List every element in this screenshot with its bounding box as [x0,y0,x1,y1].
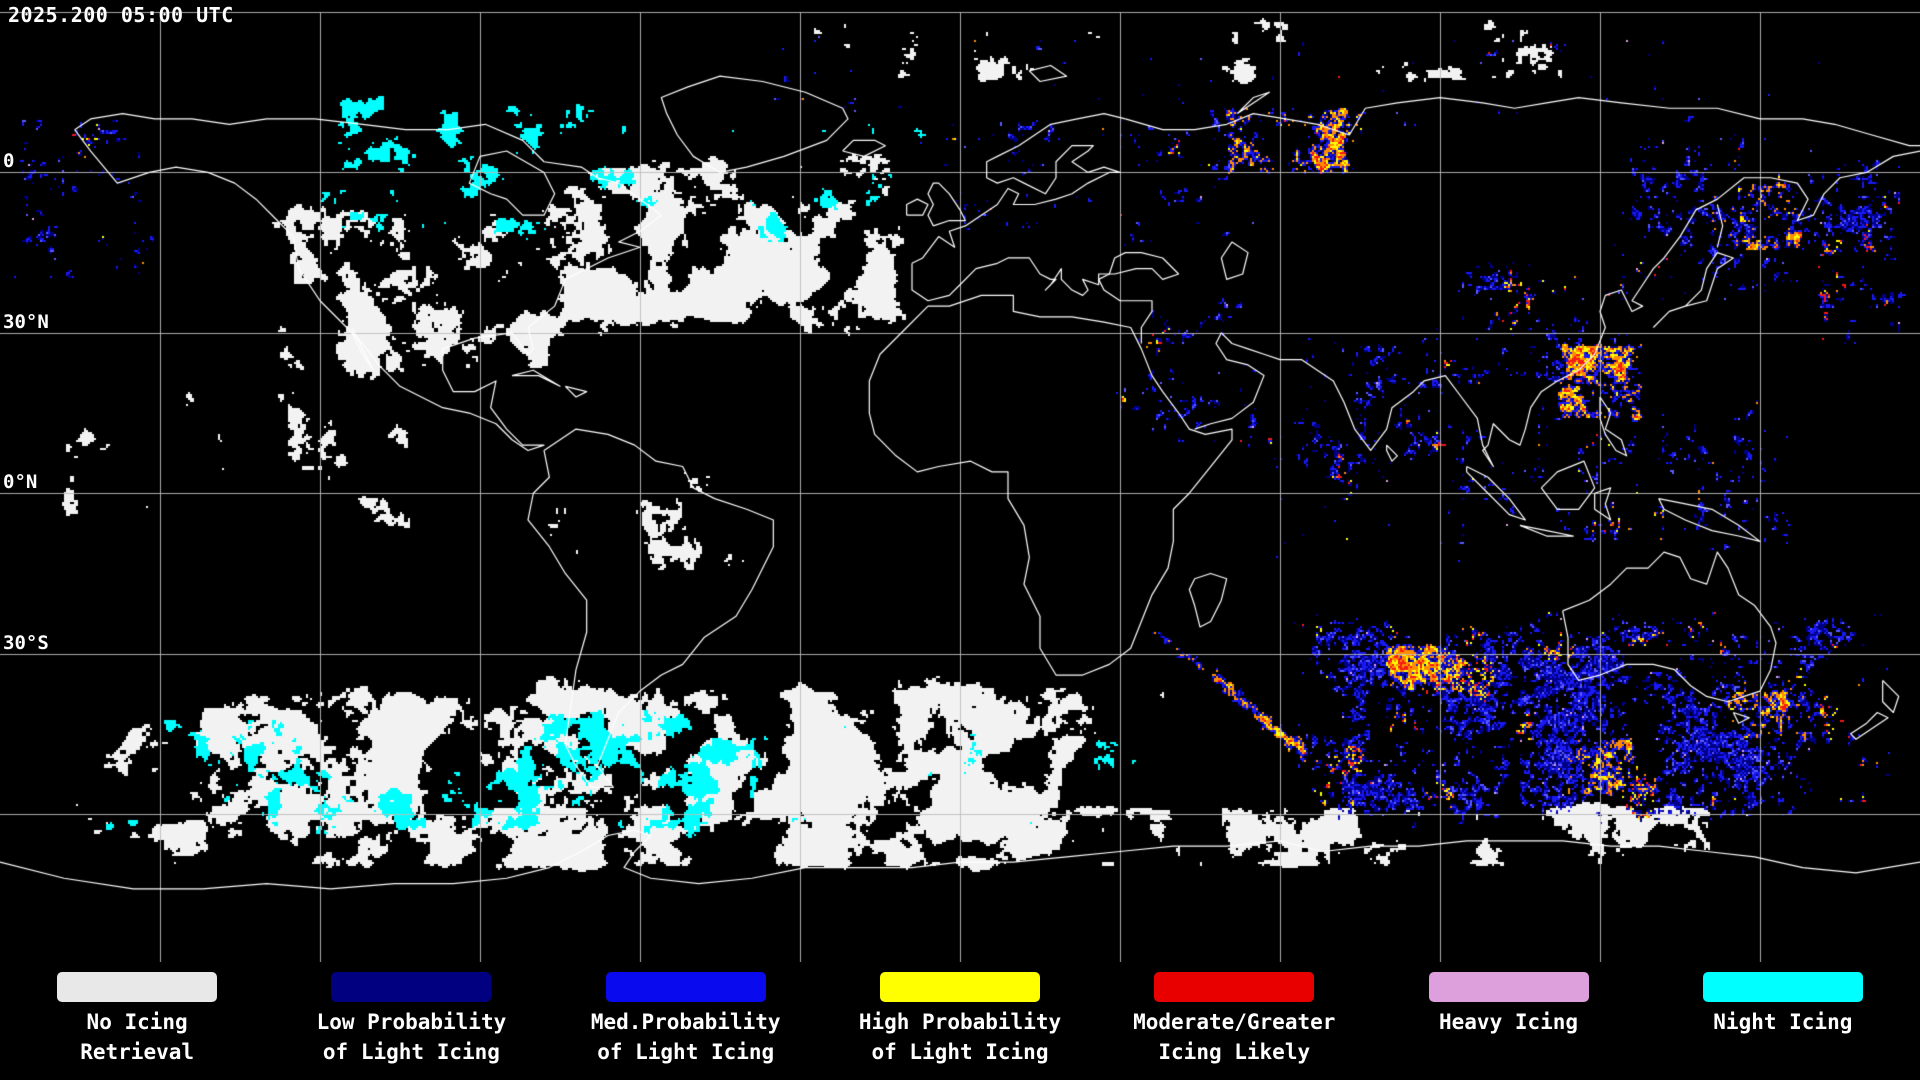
legend-label-line2: of Light Icing [597,1040,775,1064]
timestamp: 2025.200 05:00 UTC [8,3,234,27]
legend-swatch-med-probability [605,972,766,1002]
legend-label-line1: High Probability [858,1010,1062,1034]
latitude-label: 0 [3,150,15,173]
legend-label-group: Heavy Icing [1439,1007,1578,1037]
legend: No Icing Retrieval Low Probability of Li… [0,962,1920,1080]
legend-label-group: High Probability of Light Icing [859,1007,1061,1067]
legend-item-heavy-icing: Heavy Icing [1371,962,1645,1080]
legend-label-line2: Retrieval [80,1040,195,1064]
legend-item-low-probability: Low Probability of Light Icing [274,962,548,1080]
legend-item-no-icing-retrieval: No Icing Retrieval [0,962,274,1080]
legend-swatch-heavy-icing [1428,972,1589,1002]
legend-swatch-low-probability [331,972,492,1002]
latitude-label: 0°N [3,471,38,494]
latitude-label: 30°N [3,310,49,333]
legend-item-moderate-greater: Moderate/Greater Icing Likely [1097,962,1371,1080]
legend-label-line2: of Light Icing [322,1040,500,1064]
legend-label-line1: No Icing [86,1010,188,1034]
latitude-label: 30°S [3,631,49,654]
legend-label-line2: of Light Icing [871,1040,1049,1064]
legend-label-group: Moderate/Greater Icing Likely [1133,1007,1335,1067]
world-icing-map-canvas [0,0,1920,976]
legend-label-line1: Night Icing [1713,1010,1853,1034]
legend-swatch-high-probability [879,972,1040,1002]
legend-label-group: Med.Probability of Light Icing [591,1007,781,1067]
legend-item-med-probability: Med.Probability of Light Icing [549,962,823,1080]
legend-item-high-probability: High Probability of Light Icing [823,962,1097,1080]
legend-label-line1: Med.Probability [590,1010,781,1034]
legend-label-line1: Low Probability [316,1010,507,1034]
legend-label-line1: Heavy Icing [1439,1010,1579,1034]
legend-label-group: No Icing Retrieval [80,1007,194,1067]
legend-swatch-moderate-greater [1154,972,1315,1002]
legend-label-group: Night Icing [1713,1007,1852,1037]
legend-swatch-night-icing [1702,972,1863,1002]
legend-item-night-icing: Night Icing [1646,962,1920,1080]
legend-label-line1: Moderate/Greater [1133,1010,1336,1034]
legend-label-group: Low Probability of Light Icing [317,1007,507,1067]
legend-label-line2: Icing Likely [1158,1040,1311,1064]
legend-swatch-no-icing-retrieval [57,972,218,1002]
